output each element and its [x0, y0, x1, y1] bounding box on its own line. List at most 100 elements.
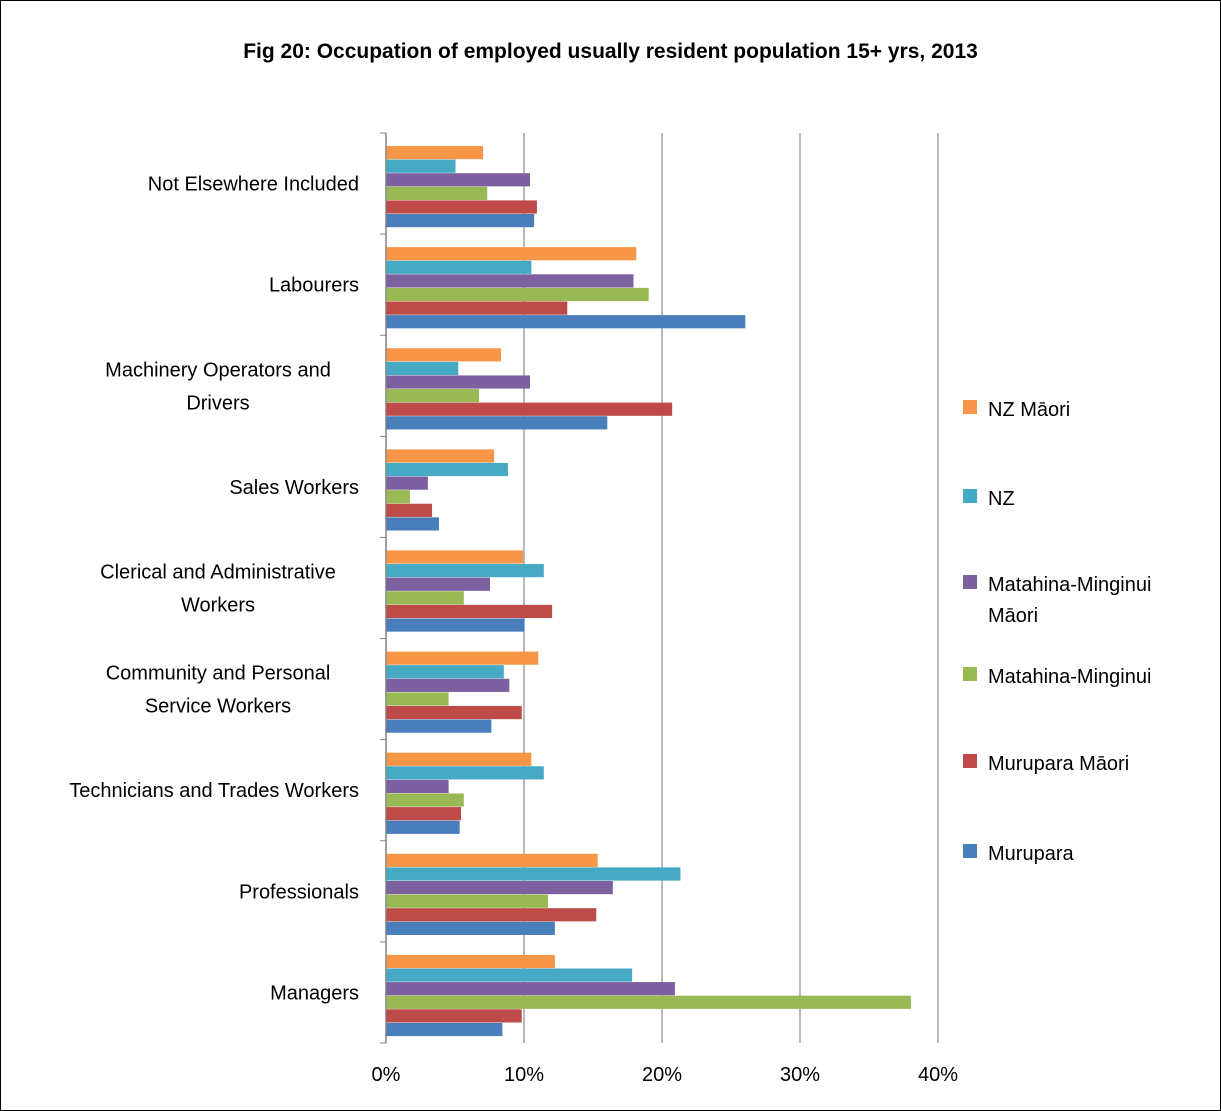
bar	[386, 793, 464, 807]
bar	[386, 678, 510, 692]
category-label-line: Not Elsewhere Included	[148, 174, 359, 196]
legend-label-line: NZ	[988, 488, 1015, 510]
bar	[386, 618, 525, 632]
legend-label-line: Matahina-Minginui	[988, 574, 1151, 596]
category-label-line: Technicians and Trades Workers	[69, 780, 359, 802]
category-label-line: Managers	[270, 982, 359, 1004]
category-label: Community and Personal Service Workers	[106, 663, 331, 718]
category-label: Professionals	[239, 881, 359, 903]
bar	[386, 954, 555, 969]
bar	[386, 173, 531, 187]
category-label: Managers	[270, 982, 359, 1004]
bar	[386, 692, 449, 706]
bar	[386, 490, 410, 504]
legend-swatch	[963, 489, 977, 503]
bar	[386, 665, 504, 679]
bar	[386, 604, 553, 619]
category-label-line: Professionals	[239, 881, 359, 903]
bar	[386, 564, 544, 578]
bar	[386, 995, 911, 1009]
x-tick-label: 40%	[918, 1064, 958, 1086]
bar	[386, 375, 531, 389]
bar	[386, 908, 597, 922]
legend-label-line: Murupara Māori	[988, 753, 1129, 775]
category-label-line: Machinery Operators and	[105, 359, 331, 381]
bar	[386, 982, 675, 996]
bar	[386, 779, 449, 794]
category-label-line: Community and Personal	[106, 663, 331, 685]
legend-label: Matahina-Minginui	[988, 666, 1151, 688]
bar	[386, 186, 488, 200]
category-label: Clerical and Administrative Workers	[100, 562, 336, 617]
category-label: Not Elsewhere Included	[148, 174, 359, 196]
category-label-line: Workers	[181, 595, 255, 617]
legend-swatch	[963, 754, 977, 768]
bar	[386, 449, 495, 463]
bar	[386, 705, 522, 720]
bar	[386, 315, 746, 329]
legend-swatch	[963, 400, 977, 414]
legend-label: NZ	[988, 488, 1015, 510]
legend-label-line: Matahina-Minginui	[988, 666, 1151, 688]
bar	[386, 287, 649, 302]
bar	[386, 550, 524, 564]
legend-label: NZ Māori	[988, 399, 1070, 421]
bar	[386, 402, 673, 416]
x-tick-label: 10%	[504, 1064, 544, 1086]
x-tick-label: 20%	[642, 1064, 682, 1086]
bar	[386, 503, 433, 517]
category-label-line: Labourers	[269, 275, 359, 297]
category-label: Technicians and Trades Workers	[69, 780, 359, 802]
bar	[386, 853, 598, 867]
bar	[386, 820, 460, 834]
x-tick-label: 0%	[372, 1064, 401, 1086]
category-label-line: Service Workers	[145, 696, 291, 718]
legend-label-line: Murupara	[988, 843, 1074, 865]
bar	[386, 1009, 522, 1023]
chart-title: Fig 20: Occupation of employed usually r…	[243, 40, 978, 63]
bar	[386, 517, 439, 531]
bar	[386, 880, 613, 895]
bar	[386, 146, 484, 160]
category-label: Machinery Operators and Drivers	[105, 359, 331, 414]
legend-label-line: Māori	[988, 605, 1038, 627]
bar	[386, 807, 462, 821]
legend-label: Murupara	[988, 843, 1074, 865]
bar	[386, 361, 459, 376]
bar	[386, 389, 479, 403]
bar	[386, 348, 502, 362]
bar	[386, 651, 539, 665]
bar	[386, 416, 608, 430]
bar	[386, 1022, 503, 1037]
legend-label: Matahina-Minginui Māori	[988, 574, 1151, 627]
bar	[386, 921, 555, 935]
x-tick-label: 30%	[780, 1064, 820, 1086]
bar	[386, 274, 634, 288]
bar	[386, 752, 532, 766]
bar	[386, 766, 544, 780]
legend-swatch	[963, 844, 977, 858]
bar	[386, 200, 537, 214]
bar	[386, 968, 633, 982]
category-label: Labourers	[269, 275, 359, 297]
bar	[386, 260, 532, 274]
category-label: Sales Workers	[229, 477, 359, 499]
bar	[386, 247, 637, 261]
bar	[386, 719, 492, 733]
bar	[386, 591, 464, 605]
category-label-line: Clerical and Administrative	[100, 562, 336, 584]
bar	[386, 577, 490, 591]
bar	[386, 301, 568, 315]
bar	[386, 867, 681, 881]
bar	[386, 159, 456, 173]
bar	[386, 476, 428, 490]
bar	[386, 462, 508, 477]
legend-swatch	[963, 667, 977, 681]
bar	[386, 894, 548, 908]
bar	[386, 214, 535, 228]
category-label-line: Sales Workers	[229, 477, 359, 499]
legend-label-line: NZ Māori	[988, 399, 1070, 421]
category-label-line: Drivers	[186, 392, 249, 414]
